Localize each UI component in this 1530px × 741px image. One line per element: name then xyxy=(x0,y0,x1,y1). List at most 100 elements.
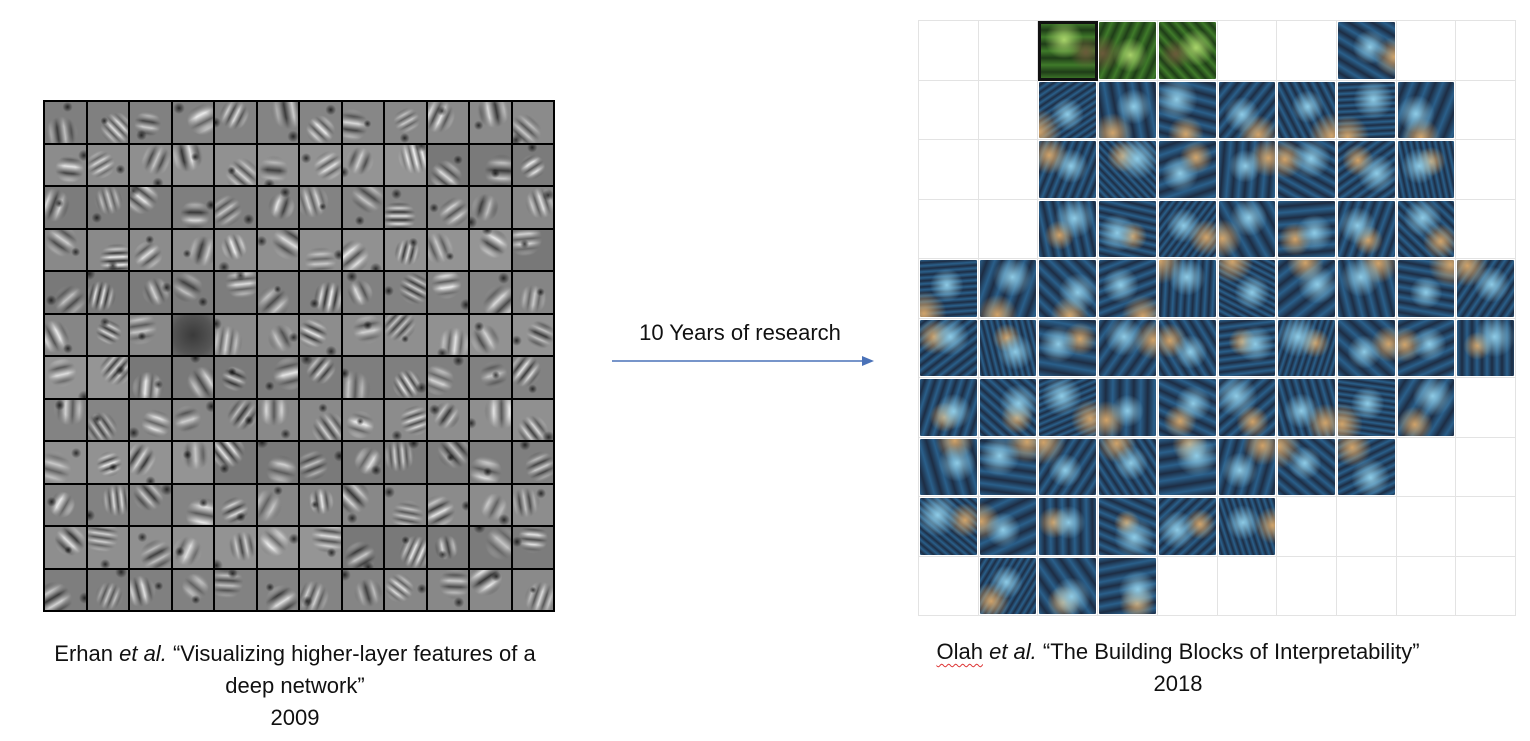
feature-visualization-image xyxy=(1397,141,1455,198)
feature-tile xyxy=(1217,437,1278,497)
filter-patch xyxy=(385,229,426,270)
feature-visualization-image xyxy=(1039,81,1097,138)
feature-tile xyxy=(1038,556,1099,616)
feature-tile xyxy=(1277,140,1337,200)
filter-patch xyxy=(385,569,426,610)
feature-visualization-image xyxy=(1397,200,1455,257)
feature-tile xyxy=(1396,140,1457,200)
feature-visualization-image xyxy=(979,498,1037,555)
feature-visualization-image xyxy=(1337,438,1395,495)
filter-patch xyxy=(342,187,383,228)
feature-tile xyxy=(1157,199,1218,259)
feature-tile xyxy=(1336,140,1397,200)
filter-patch xyxy=(130,484,171,525)
filter-patch xyxy=(215,442,256,483)
filter-patch xyxy=(172,187,213,228)
filter-patch xyxy=(215,569,256,610)
feature-visualization-image xyxy=(1218,319,1276,376)
feature-visualization-image xyxy=(979,379,1037,436)
empty-cell xyxy=(919,199,979,259)
feature-visualization-image xyxy=(1158,379,1216,436)
filter-patch xyxy=(215,187,256,228)
filter-patch xyxy=(45,314,86,355)
filter-patch xyxy=(427,229,468,270)
feature-tile xyxy=(978,378,1039,438)
feature-tile xyxy=(919,437,979,497)
feature-tile xyxy=(1038,318,1099,378)
feature-visualization-image xyxy=(1218,81,1276,138)
feature-tile xyxy=(1336,318,1397,378)
filter-patch xyxy=(385,527,426,568)
filter-patch xyxy=(257,357,298,398)
filter-patch xyxy=(172,229,213,270)
feature-visualization-image xyxy=(1278,141,1335,198)
filter-patch xyxy=(45,229,86,270)
filter-patch xyxy=(257,484,298,525)
right-caption-title: “The Building Blocks of Interpretability… xyxy=(1042,639,1420,664)
filter-patch xyxy=(385,102,426,143)
filter-patch xyxy=(300,314,341,355)
feature-visualization-image xyxy=(1278,260,1335,317)
filter-patch xyxy=(215,229,256,270)
empty-cell xyxy=(1456,497,1516,557)
filter-patch xyxy=(87,187,128,228)
filter-patch xyxy=(172,357,213,398)
filter-patch xyxy=(512,527,553,568)
feature-tile xyxy=(1277,378,1337,438)
feature-tile xyxy=(1277,318,1337,378)
filter-patch xyxy=(130,229,171,270)
feature-visualization-image xyxy=(1039,141,1097,198)
feature-tile xyxy=(978,497,1039,557)
feature-tile xyxy=(978,318,1039,378)
feature-tile xyxy=(919,318,979,378)
filter-patch xyxy=(172,569,213,610)
feature-visualization-image xyxy=(1337,141,1395,198)
feature-tile xyxy=(1098,21,1158,81)
filter-patch xyxy=(257,272,298,313)
filter-patch xyxy=(512,229,553,270)
filter-patch xyxy=(427,484,468,525)
feature-visualization-image xyxy=(1457,260,1514,317)
filter-patch xyxy=(45,569,86,610)
filter-patch xyxy=(87,442,128,483)
feature-visualization-image xyxy=(1099,200,1156,257)
feature-tile xyxy=(1038,199,1099,259)
feature-tile xyxy=(1157,378,1218,438)
feature-tile xyxy=(1038,378,1099,438)
empty-cell xyxy=(1456,378,1516,438)
filter-patch xyxy=(45,272,86,313)
filter-patch xyxy=(470,484,511,525)
empty-cell xyxy=(978,199,1039,259)
feature-tile xyxy=(1157,21,1218,81)
feature-visualization-image xyxy=(1218,141,1276,198)
filter-patch xyxy=(87,569,128,610)
filter-patch xyxy=(45,399,86,440)
feature-tile xyxy=(1217,80,1278,140)
filter-patch xyxy=(87,314,128,355)
filter-patch xyxy=(427,272,468,313)
feature-visualization-image xyxy=(920,260,977,317)
feature-tile xyxy=(1038,497,1099,557)
feature-visualization-image xyxy=(979,438,1037,495)
filter-patch xyxy=(470,272,511,313)
feature-tile xyxy=(1396,259,1457,319)
feature-tile xyxy=(1396,318,1457,378)
feature-visualization-image xyxy=(1099,22,1156,79)
filter-patch xyxy=(257,144,298,185)
feature-tile xyxy=(1157,259,1218,319)
empty-cell xyxy=(1157,556,1218,616)
left-caption: Erhan et al. “Visualizing higher-layer f… xyxy=(0,638,590,734)
arrow-label: 10 Years of research xyxy=(639,320,841,345)
filter-patch xyxy=(215,102,256,143)
left-caption-year: 2009 xyxy=(270,705,320,730)
filter-patch xyxy=(385,314,426,355)
feature-visualization-image xyxy=(1397,260,1455,317)
filter-patch xyxy=(470,229,511,270)
feature-visualization-image xyxy=(1278,438,1335,495)
feature-visualization-image xyxy=(1039,22,1097,79)
feature-tile xyxy=(1157,80,1218,140)
right-caption: Olah et al. “The Building Blocks of Inte… xyxy=(868,636,1488,700)
feature-tile xyxy=(1277,259,1337,319)
feature-tile xyxy=(1336,199,1397,259)
filter-patch xyxy=(257,527,298,568)
